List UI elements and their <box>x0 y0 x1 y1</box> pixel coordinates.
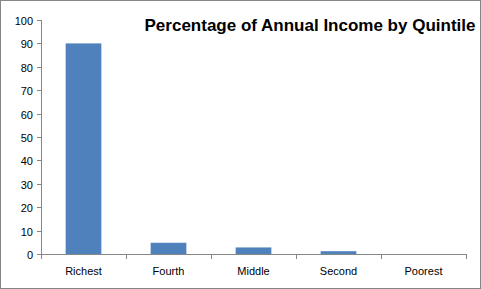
y-axis-line <box>41 20 42 254</box>
y-tick <box>37 90 41 91</box>
x-tick <box>126 254 127 259</box>
y-tick-label: 30 <box>21 179 33 191</box>
x-tick-label: Fourth <box>153 265 185 277</box>
y-tick <box>37 114 41 115</box>
bar <box>66 43 102 254</box>
chart-container: 0 10 20 30 40 50 60 70 80 90 100 Richest Fourth Middl… <box>0 0 481 289</box>
y-tick <box>37 43 41 44</box>
chart-title: Percentage of Annual Income by Quintile <box>145 16 476 35</box>
y-tick-label: 0 <box>27 249 33 261</box>
bar <box>151 243 187 254</box>
y-tick-label: 90 <box>21 38 33 50</box>
y-tick-label: 60 <box>21 109 33 121</box>
y-tick <box>37 160 41 161</box>
y-tick-label: 100 <box>15 15 33 27</box>
y-tick-label: 20 <box>21 202 33 214</box>
y-tick <box>37 207 41 208</box>
x-tick <box>466 254 467 259</box>
chart-svg: 0 10 20 30 40 50 60 70 80 90 100 Richest Fourth Middl… <box>0 0 481 289</box>
y-tick <box>37 231 41 232</box>
y-tick-label: 10 <box>21 226 33 238</box>
x-tick <box>381 254 382 259</box>
y-tick <box>37 184 41 185</box>
x-tick <box>211 254 212 259</box>
x-axis-line <box>41 254 466 255</box>
y-tick-label: 50 <box>21 132 33 144</box>
y-tick <box>37 67 41 68</box>
x-tick-label: Second <box>320 265 357 277</box>
x-tick-label: Richest <box>65 265 102 277</box>
bars <box>66 43 357 254</box>
x-tick <box>41 254 42 259</box>
y-tick <box>37 20 41 21</box>
y-tick-label: 40 <box>21 155 33 167</box>
bar <box>321 251 357 254</box>
y-tick-label: 70 <box>21 85 33 97</box>
x-tick <box>296 254 297 259</box>
bar <box>406 254 442 255</box>
x-tick-label: Poorest <box>405 265 443 277</box>
y-tick <box>37 254 41 255</box>
chart-frame <box>1 1 481 289</box>
bar <box>236 247 272 254</box>
y-tick-label: 80 <box>21 62 33 74</box>
y-tick <box>37 137 41 138</box>
x-tick-label: Middle <box>237 265 269 277</box>
